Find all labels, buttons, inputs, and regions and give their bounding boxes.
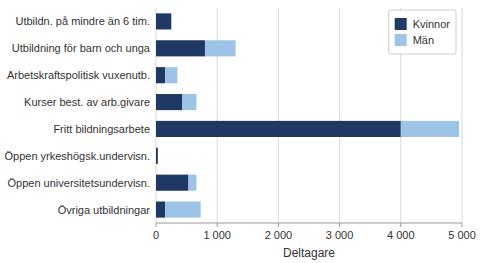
bar — [157, 148, 158, 164]
bar — [156, 67, 165, 83]
bar — [165, 67, 177, 83]
category-label: Kurser best. av arb.givare — [24, 96, 150, 108]
series — [165, 40, 459, 217]
bars — [156, 13, 459, 217]
bar — [165, 202, 200, 218]
bar — [156, 13, 171, 29]
category-label: Övriga utbildningar — [58, 204, 151, 216]
bar — [156, 202, 165, 218]
bar — [156, 121, 401, 137]
category-label: Utbildn. på mindre än 6 tim. — [15, 15, 150, 27]
category-label: Fritt bildningsarbete — [53, 123, 150, 135]
bar — [182, 94, 196, 110]
x-axis-label: Deltagare — [283, 246, 335, 260]
bar — [205, 40, 236, 56]
tick-label: 4 000 — [387, 229, 415, 241]
tick-mark — [278, 223, 279, 227]
category-label: Öppen universitetsundervisn. — [8, 177, 150, 189]
grid — [156, 8, 462, 223]
bar — [188, 175, 196, 191]
bar — [401, 121, 459, 137]
bar — [156, 175, 188, 191]
tick-label: 0 — [153, 229, 159, 241]
legend-label: Kvinnor — [413, 18, 451, 30]
bar — [156, 94, 182, 110]
tick-label: 3 000 — [326, 229, 354, 241]
category-label: Utbildning för barn och unga — [12, 42, 151, 54]
tick-label: 2 000 — [265, 229, 293, 241]
x-axis-line — [156, 223, 462, 224]
legend-box — [389, 10, 456, 54]
y-axis-labels: Utbildn. på mindre än 6 tim. Utbildning f… — [4, 15, 150, 215]
tick-mark — [339, 223, 340, 227]
legend-swatch — [395, 18, 407, 30]
category-label: Öppen yrkeshögsk.undervisn. — [4, 150, 150, 162]
chart-container: Utbildn. på mindre än 6 tim. Utbildning f… — [0, 0, 480, 263]
legend: Kvinnor Män — [389, 10, 456, 54]
tick-label: 5 000 — [448, 229, 476, 241]
tick-mark — [400, 223, 401, 227]
grid-line — [462, 8, 463, 223]
series — [156, 13, 401, 217]
category-label: Arbetskraftspolitisk vuxenutb. — [7, 69, 150, 81]
tick-mark — [462, 223, 463, 227]
bar — [171, 13, 172, 29]
bar — [156, 148, 158, 164]
legend-swatch — [395, 34, 407, 46]
grid-line — [278, 8, 279, 223]
tick-mark — [217, 223, 218, 227]
tick-label: 1 000 — [203, 229, 231, 241]
legend-label: Män — [413, 34, 434, 46]
tick-mark — [156, 223, 157, 227]
bar — [156, 40, 205, 56]
grid-line — [339, 8, 340, 223]
chart-svg: Utbildn. på mindre än 6 tim. Utbildning f… — [0, 0, 480, 263]
x-axis: 0 1 000 2 000 3 000 4 000 5 000 — [153, 223, 476, 241]
